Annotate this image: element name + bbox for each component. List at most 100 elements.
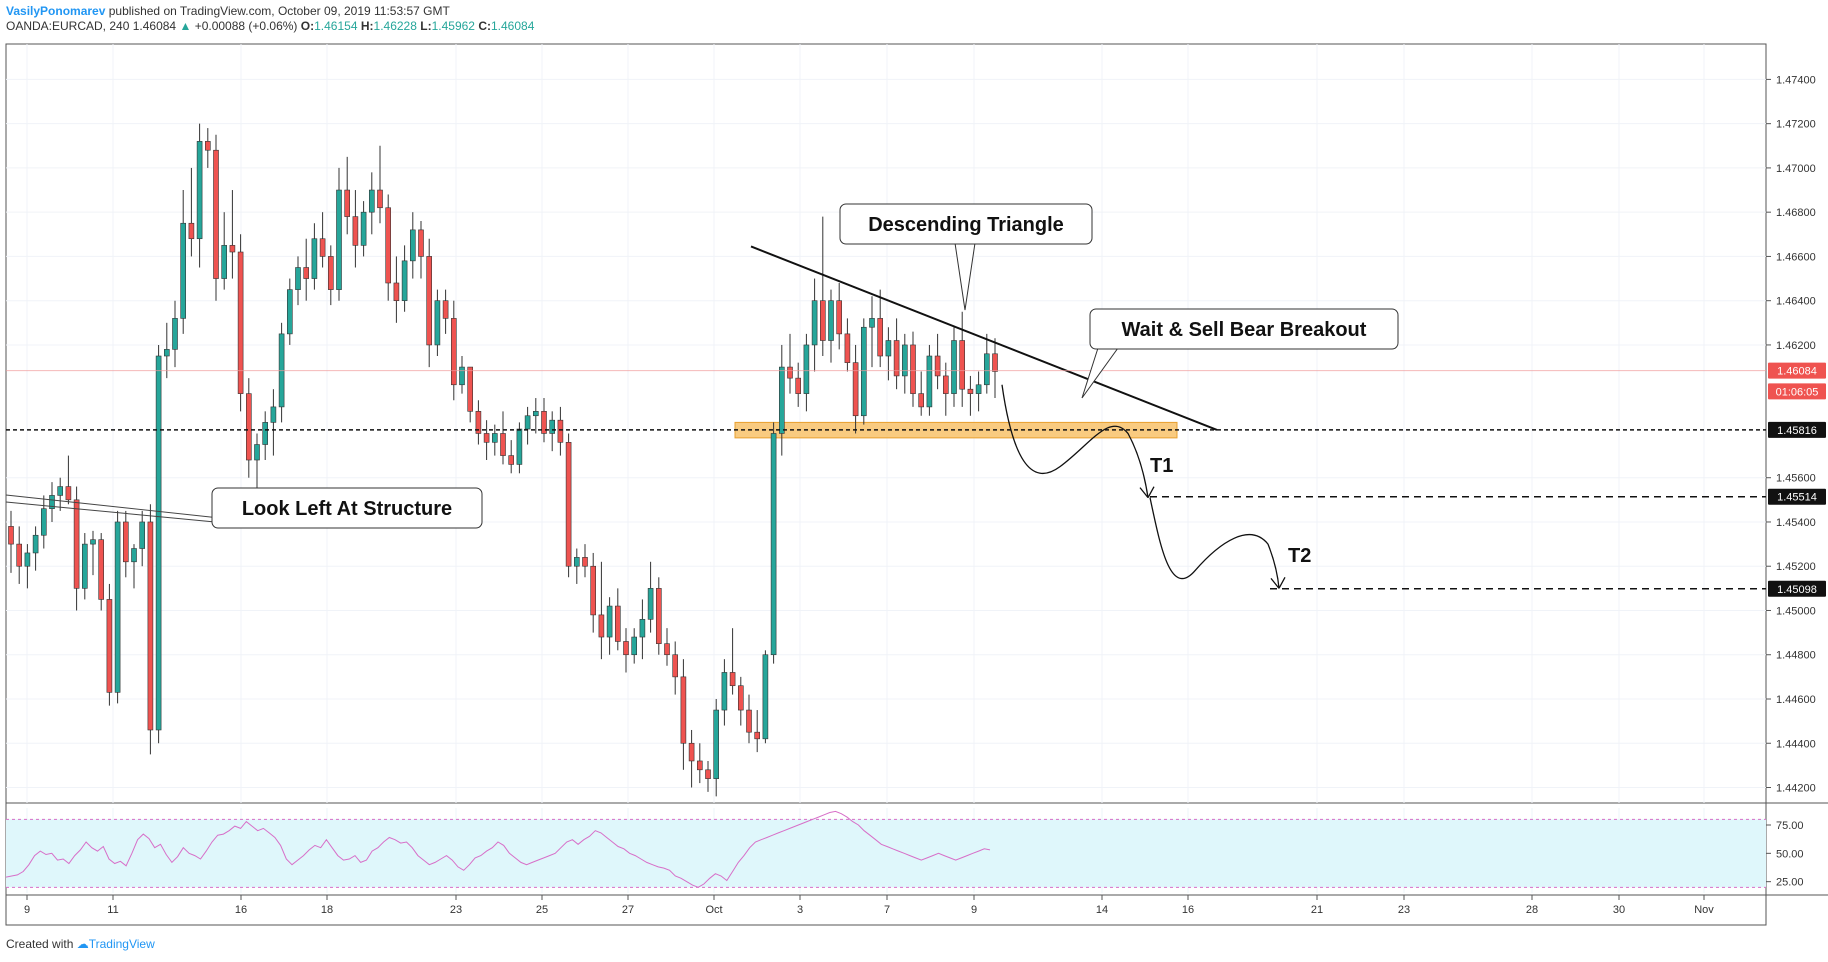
candle-bull[interactable] [90, 530, 96, 576]
candle-bull[interactable] [860, 318, 867, 425]
candle-bear[interactable] [844, 318, 851, 372]
candle-bull[interactable] [24, 544, 31, 589]
candle-bull[interactable] [57, 477, 64, 511]
candle-bull[interactable] [270, 389, 277, 456]
candle-bear[interactable] [672, 641, 679, 695]
candle-bear[interactable] [852, 344, 859, 434]
candle-bull[interactable] [401, 245, 408, 312]
symbol-label[interactable]: OANDA:EURCAD, 240 [6, 19, 130, 33]
candle-bear[interactable] [877, 289, 884, 368]
candle-bear[interactable] [418, 221, 424, 279]
candle-bear[interactable] [500, 411, 506, 465]
candle-bear[interactable] [942, 362, 949, 416]
candle-bear[interactable] [205, 128, 211, 168]
candle-bear[interactable] [303, 238, 310, 301]
candle-bull[interactable] [336, 167, 342, 301]
candle-bear[interactable] [385, 194, 392, 301]
callout-descending-triangle[interactable]: Descending Triangle [839, 203, 1093, 311]
candle-bear[interactable] [377, 145, 383, 224]
tradingview-brand[interactable]: TradingView [88, 937, 155, 951]
candle-bear[interactable] [910, 331, 916, 407]
candle-bear[interactable] [754, 710, 761, 753]
candle-bull[interactable] [172, 300, 178, 368]
candle-bear[interactable] [557, 406, 564, 456]
price-chart[interactable]: 1.47400 1.47200 1.47000 1.46800 1.46600 1.464… [0, 0, 1828, 930]
candle-bear[interactable] [959, 311, 966, 407]
candle-bull[interactable] [885, 327, 892, 381]
candle-bear[interactable] [705, 760, 711, 792]
candle-bear[interactable] [918, 371, 925, 416]
candle-bear[interactable] [967, 375, 974, 416]
callout-look-left[interactable]: Look Left At Structure [211, 487, 483, 529]
candle-bear[interactable] [934, 333, 941, 390]
candle-bear[interactable] [327, 245, 334, 306]
candle-bull[interactable] [713, 698, 720, 797]
candle-bear[interactable] [893, 318, 900, 390]
candle-bear[interactable] [16, 526, 23, 584]
candle-bull[interactable] [573, 548, 580, 584]
tradingview-logo-icon[interactable]: ☁ [76, 937, 89, 951]
candle-bear[interactable] [106, 583, 113, 706]
candle-bull[interactable] [778, 344, 785, 456]
candle-bear[interactable] [819, 216, 826, 357]
candle-bear[interactable] [746, 694, 752, 744]
candle-bear[interactable] [795, 362, 802, 407]
candle-bull[interactable] [295, 256, 301, 306]
candle-bear[interactable] [98, 533, 104, 611]
candle-bear[interactable] [344, 156, 351, 235]
candle-bear[interactable] [426, 238, 433, 368]
candle-bear[interactable] [393, 256, 400, 323]
candle-bull[interactable] [721, 659, 728, 726]
candle-bear[interactable] [123, 510, 129, 578]
candle-bull[interactable] [975, 371, 982, 412]
candle-bull[interactable] [459, 356, 465, 394]
candle-bear[interactable] [582, 544, 588, 578]
candle-bull[interactable] [951, 327, 957, 407]
candle-bear[interactable] [213, 134, 219, 301]
candle-bull[interactable] [196, 123, 203, 268]
candle-bear[interactable] [188, 167, 195, 257]
candle-bull[interactable] [828, 289, 834, 363]
candle-bull[interactable] [762, 650, 769, 744]
candle-bear[interactable] [65, 455, 72, 505]
candle-bear[interactable] [565, 433, 572, 578]
candle-bull[interactable] [82, 533, 88, 600]
candle-bull[interactable] [647, 561, 654, 633]
candle-bull[interactable] [262, 411, 269, 461]
candle-bear[interactable] [729, 628, 736, 695]
candle-bull[interactable] [811, 278, 818, 372]
candle-bull[interactable] [639, 599, 646, 660]
candle-bear[interactable] [541, 398, 547, 443]
candle-bear[interactable] [73, 486, 80, 611]
candle-bear[interactable] [483, 420, 490, 461]
candle-bull[interactable] [549, 411, 556, 452]
candle-bear[interactable] [450, 300, 457, 401]
candle-bear[interactable] [598, 561, 605, 660]
candle-bear[interactable] [8, 510, 14, 573]
candle-bear[interactable] [229, 190, 236, 279]
candle-bull[interactable] [901, 333, 908, 394]
candle-bear[interactable] [655, 577, 662, 655]
candle-bull[interactable] [131, 544, 137, 589]
candle-bear[interactable] [664, 628, 670, 666]
candle-bear[interactable] [246, 378, 252, 478]
candle-bull[interactable] [139, 510, 145, 567]
candle-bull[interactable] [368, 172, 375, 235]
candle-bull[interactable] [360, 201, 367, 257]
candle-bear[interactable] [696, 743, 703, 784]
candle-bear[interactable] [508, 440, 515, 474]
candle-bear[interactable] [992, 338, 998, 399]
candle-bull[interactable] [114, 510, 121, 704]
candle-bull[interactable] [286, 278, 293, 345]
candle-bear[interactable] [352, 190, 359, 268]
candle-bull[interactable] [869, 296, 875, 368]
candle-bull[interactable] [49, 482, 55, 522]
candle-bear[interactable] [787, 333, 793, 394]
candle-bear[interactable] [475, 400, 482, 445]
candle-bull[interactable] [516, 422, 523, 474]
candle-bear[interactable] [737, 676, 744, 726]
candle-bull[interactable] [278, 322, 285, 423]
candle-bull[interactable] [532, 398, 539, 434]
candle-bear[interactable] [147, 504, 154, 755]
candle-bull[interactable] [983, 333, 990, 394]
